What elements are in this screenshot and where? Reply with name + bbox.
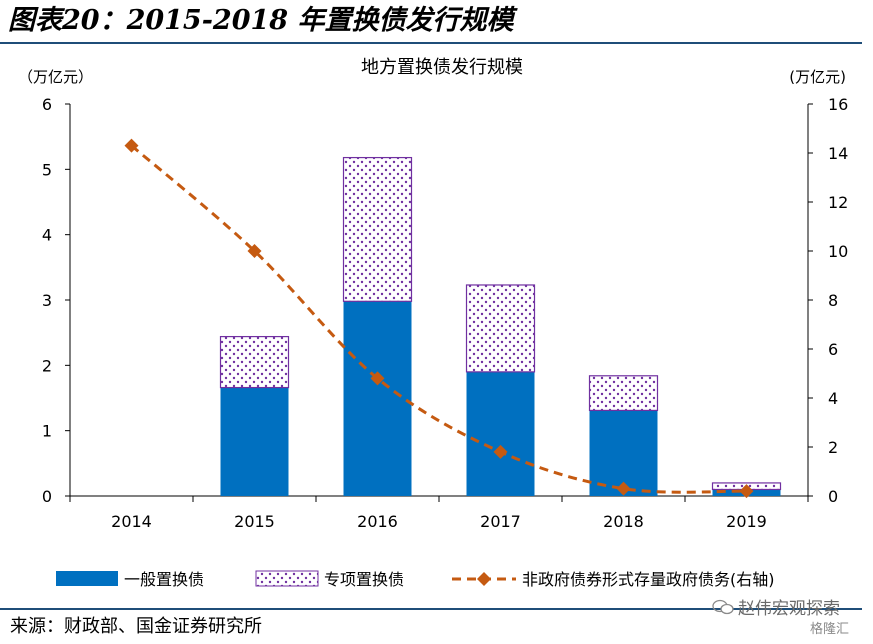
left-tick-label: 3 <box>42 291 52 310</box>
x-tick-label: 2017 <box>480 512 521 531</box>
line-path <box>130 144 747 494</box>
right-tick-label: 2 <box>828 438 838 457</box>
wechat-icon <box>712 599 734 615</box>
x-tick-label: 2016 <box>357 512 398 531</box>
left-tick-label: 2 <box>42 356 52 375</box>
right-tick-label: 10 <box>828 242 848 261</box>
left-tick-label: 4 <box>42 226 52 245</box>
right-tick-label: 16 <box>828 95 848 114</box>
line-point <box>493 444 508 459</box>
chart: 地方置换债发行规模 （万亿元） (万亿元) 012345602468101214… <box>18 57 849 589</box>
legend-swatch-general <box>56 571 118 586</box>
bars <box>219 156 782 496</box>
bar-special <box>588 375 659 412</box>
left-tick-label: 0 <box>42 487 52 506</box>
bar-general <box>466 371 535 496</box>
left-tick-label: 1 <box>42 422 52 441</box>
line-point <box>124 138 139 153</box>
legend-swatch-special <box>255 570 319 587</box>
x-tick-label: 2019 <box>726 512 767 531</box>
line-point <box>616 481 631 496</box>
bar-special <box>342 156 413 302</box>
line-point <box>247 244 262 258</box>
watermark-text: 赵伟宏观探索 <box>738 599 840 619</box>
legend-marker-line <box>477 572 491 586</box>
legend: 一般置换债 专项置换债 非政府债券形式存量政府债务(右轴) <box>56 570 775 589</box>
right-tick-label: 4 <box>828 389 838 408</box>
right-tick-label: 8 <box>828 291 838 310</box>
line-point <box>739 484 754 499</box>
legend-label-line: 非政府债券形式存量政府债务(右轴) <box>522 570 775 589</box>
x-tick-label: 2015 <box>234 512 275 531</box>
watermark-brand: 格隆汇 <box>810 622 850 637</box>
legend-label-special: 专项置换债 <box>324 570 404 589</box>
x-tick-label: 2018 <box>603 512 644 531</box>
left-tick-label: 6 <box>42 95 52 114</box>
bottom-divider <box>0 608 862 610</box>
chart-title: 地方置换债发行规模 <box>361 57 523 78</box>
right-tick-label: 6 <box>828 340 838 359</box>
line-point <box>370 371 385 386</box>
right-tick-label: 14 <box>828 144 848 163</box>
left-axis-unit: （万亿元） <box>18 68 93 86</box>
bar-general <box>343 301 412 496</box>
legend-label-general: 一般置换债 <box>124 570 204 589</box>
source-note: 来源：财政部、国金证券研究所 <box>10 616 262 637</box>
x-tick-label: 2014 <box>111 512 152 531</box>
bar-general <box>220 387 289 496</box>
top-divider <box>0 42 862 44</box>
figure-title: 图表20：2015-2018 年置换债发行规模 <box>8 5 514 36</box>
bar-special <box>219 335 290 389</box>
left-tick-label: 5 <box>42 160 52 179</box>
line-series <box>124 138 754 499</box>
right-axis-unit: (万亿元) <box>789 68 846 86</box>
watermark: 赵伟宏观探索 <box>712 594 840 619</box>
right-tick-label: 12 <box>828 193 848 212</box>
bar-special <box>465 284 536 373</box>
right-tick-label: 0 <box>828 487 838 506</box>
